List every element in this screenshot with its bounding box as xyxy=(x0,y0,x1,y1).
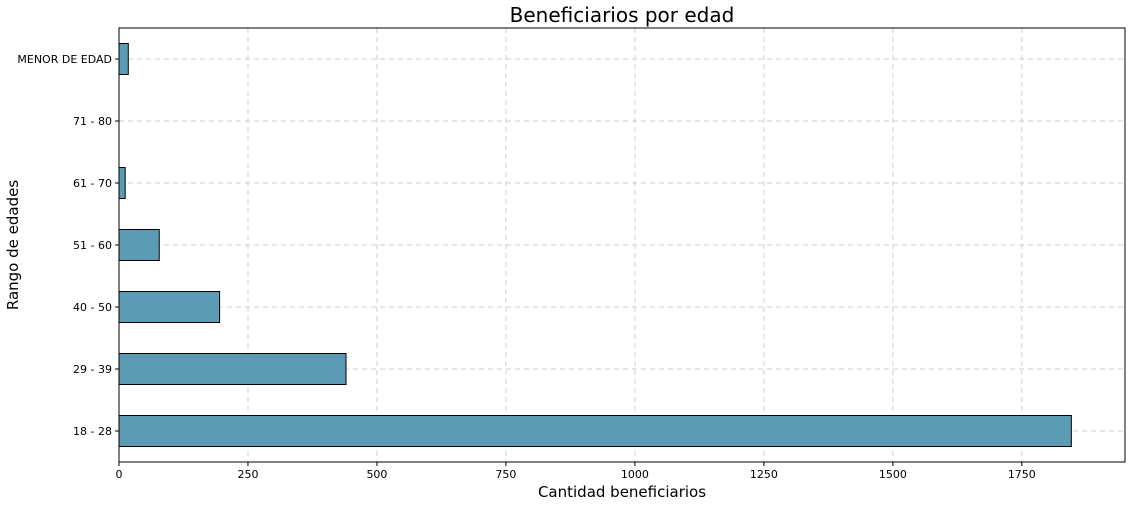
y-tick-label: 71 - 80 xyxy=(73,115,112,128)
x-tick-label: 1000 xyxy=(621,468,649,481)
y-tick-label: 61 - 70 xyxy=(73,177,112,190)
bar-menor-de-edad xyxy=(118,43,129,75)
x-tick-label: 1250 xyxy=(750,468,778,481)
y-tick-label: 29 - 39 xyxy=(73,363,112,376)
x-tick-label: 750 xyxy=(495,468,516,481)
y-axis-ticks: 18 - 28 29 - 39 40 - 50 51 - 60 61 - 70 71 - … xyxy=(17,53,119,438)
x-axis-label: Cantidad beneficiarios xyxy=(538,483,706,501)
bar-61-70 xyxy=(118,167,126,199)
grid xyxy=(119,28,1125,462)
y-tick-label: 40 - 50 xyxy=(73,301,112,314)
x-axis-ticks: 0 250 500 750 1000 1250 1500 1750 xyxy=(116,462,1036,481)
y-tick-label: 51 - 60 xyxy=(73,239,112,252)
bar-18-28 xyxy=(118,415,1072,447)
bar-40-50 xyxy=(118,291,221,323)
x-tick-label: 1500 xyxy=(879,468,907,481)
y-tick-label: 18 - 28 xyxy=(73,425,112,438)
x-tick-label: 1750 xyxy=(1008,468,1036,481)
bar-29-39 xyxy=(118,353,347,385)
y-tick-label: MENOR DE EDAD xyxy=(17,53,112,66)
x-tick-label: 0 xyxy=(116,468,123,481)
bar-51-60 xyxy=(118,229,160,261)
y-axis-label: Rango de edades xyxy=(4,180,22,310)
chart-title: Beneficiarios por edad xyxy=(510,3,735,27)
x-tick-label: 500 xyxy=(366,468,387,481)
x-tick-label: 250 xyxy=(237,468,258,481)
bars xyxy=(118,43,1072,447)
